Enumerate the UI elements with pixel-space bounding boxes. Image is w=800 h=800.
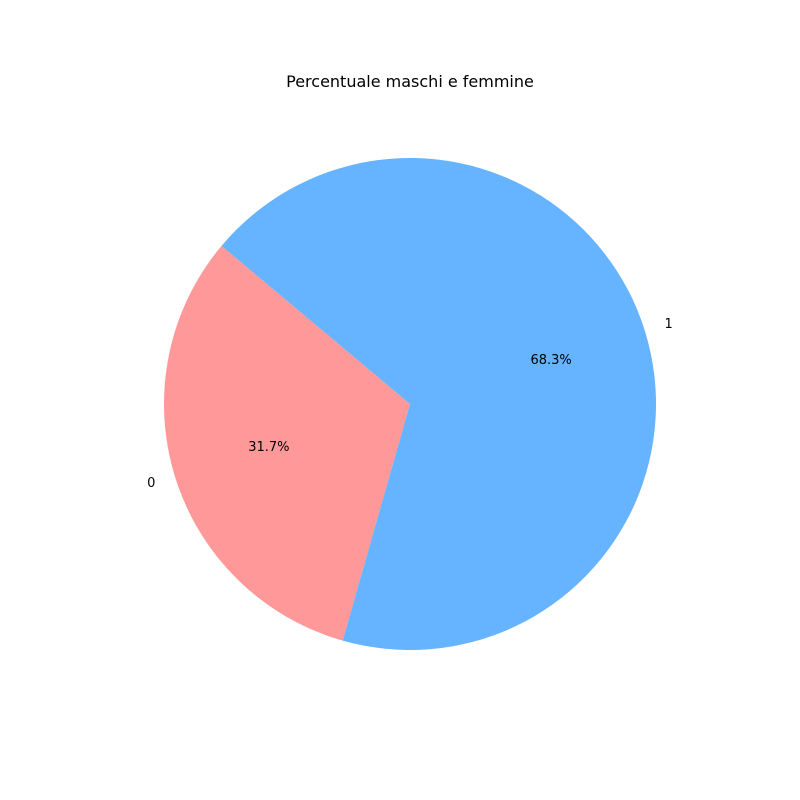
slice-percent-1: 68.3% — [530, 353, 571, 368]
slice-label-1: 1 — [665, 317, 673, 332]
slice-percent-0: 31.7% — [248, 440, 289, 455]
pie-slice-0 — [164, 245, 410, 641]
pie-slice-1 — [221, 157, 657, 651]
chart-title: Percentuale maschi e femmine — [286, 72, 534, 91]
slice-label-0: 0 — [147, 476, 155, 491]
